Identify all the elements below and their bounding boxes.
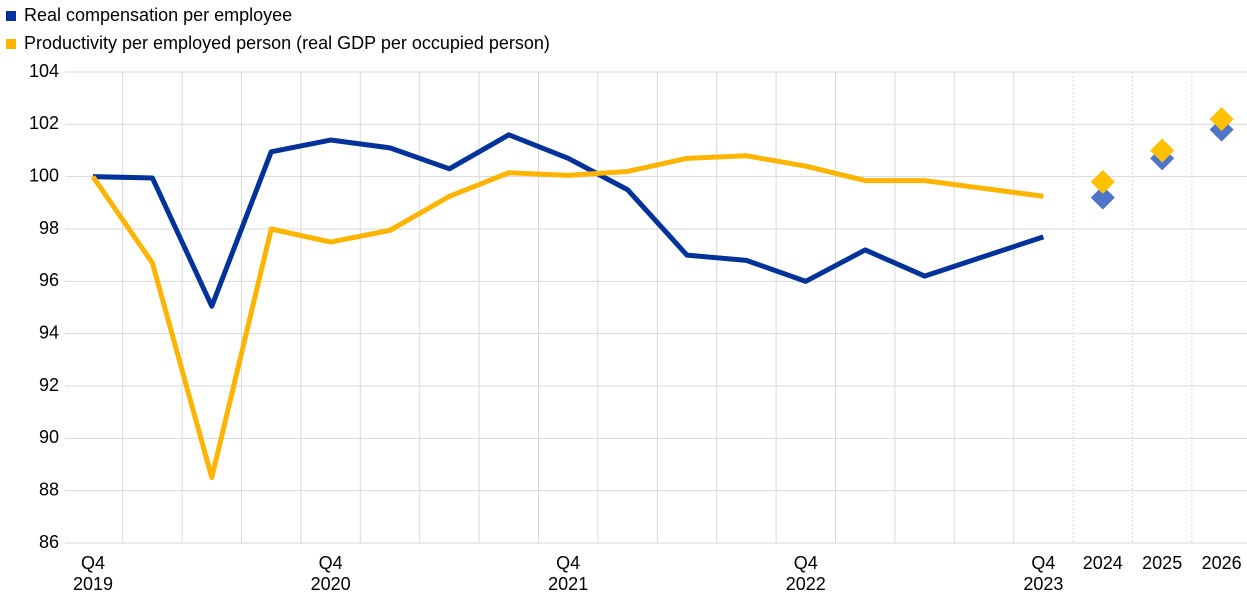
x-tick-label: 2025	[1142, 553, 1183, 573]
y-tick-label: 96	[39, 270, 59, 290]
y-tick-label: 98	[39, 218, 59, 238]
projection-marker	[1150, 138, 1175, 163]
x-tick-label: Q4 2019	[72, 553, 114, 594]
y-tick-label: 92	[39, 375, 59, 395]
x-tick-label: Q4 2021	[548, 553, 589, 594]
legend-swatch	[6, 39, 16, 49]
x-tick-label: 2026	[1201, 553, 1242, 573]
y-tick-label: 100	[29, 165, 59, 185]
y-tick-label: 102	[29, 113, 59, 133]
series-line	[90, 153, 1044, 481]
projection-marker	[1090, 169, 1115, 194]
x-tick-label: Q4 2022	[785, 553, 826, 594]
series-line	[92, 132, 1045, 309]
projection-marker	[1209, 107, 1234, 132]
x-tick-label: Q4 2023	[1023, 553, 1064, 594]
projection-marker	[1090, 185, 1115, 210]
y-tick-label: 88	[39, 479, 59, 499]
y-tick-label: 104	[29, 61, 59, 81]
y-tick-label: 94	[39, 322, 59, 342]
x-tick-label: Q4 2020	[310, 553, 351, 594]
legend-label: Productivity per employed person (real G…	[24, 33, 550, 53]
x-tick-label: 2024	[1082, 553, 1123, 573]
y-tick-label: 90	[39, 427, 59, 447]
legend-swatch	[6, 11, 16, 21]
legend-label: Real compensation per employee	[24, 5, 292, 25]
y-tick-label: 86	[39, 532, 59, 552]
